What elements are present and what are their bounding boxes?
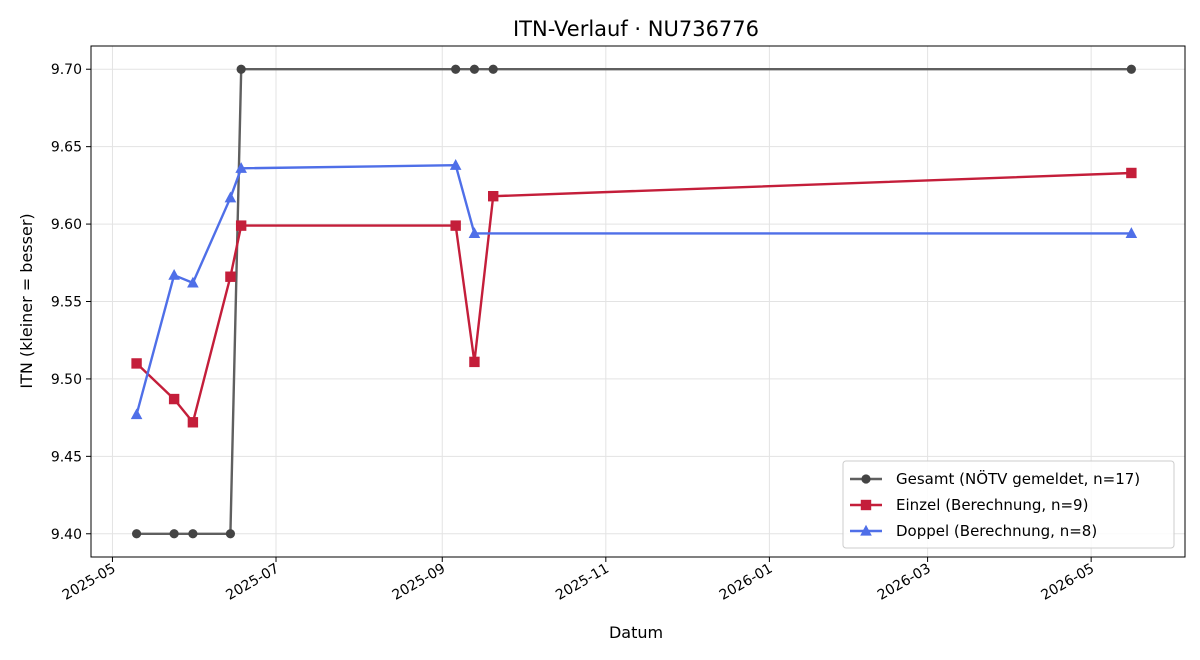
data-point: [168, 268, 180, 280]
data-point: [225, 529, 236, 539]
data-point: [168, 393, 180, 405]
legend-entry: Gesamt (NÖTV gemeldet, n=17): [850, 469, 1140, 488]
data-point: [169, 529, 179, 539]
data-point: [1125, 227, 1138, 238]
data-point: [224, 191, 237, 203]
x-tick-label: 2025-11: [553, 561, 612, 604]
data-point: [235, 220, 247, 231]
series-1: [131, 64, 1136, 539]
series-line: [135, 171, 1132, 424]
series-3: [130, 159, 1138, 420]
data-point: [468, 227, 481, 238]
data-point: [130, 408, 143, 420]
legend-label: Gesamt (NÖTV gemeldet, n=17): [896, 469, 1140, 488]
data-point: [1126, 64, 1136, 74]
legend-marker: [861, 474, 871, 484]
x-axis-label: Datum: [609, 623, 663, 642]
chart-title: ITN-Verlauf · NU736776: [513, 17, 759, 41]
data-point: [1126, 167, 1137, 179]
y-tick-label: 9.70: [51, 62, 82, 78]
data-point: [451, 64, 461, 74]
series-2: [131, 167, 1137, 428]
data-point: [187, 276, 199, 288]
data-point: [488, 64, 498, 74]
y-tick-label: 9.65: [51, 140, 82, 156]
legend-label: Einzel (Berechnung, n=9): [896, 496, 1088, 514]
data-point: [131, 358, 142, 369]
legend-marker: [860, 499, 872, 511]
data-point: [225, 271, 236, 282]
data-point: [469, 356, 480, 368]
data-point: [187, 417, 199, 428]
data-point: [235, 162, 247, 173]
y-tick-label: 9.50: [51, 372, 82, 388]
data-point: [488, 191, 499, 202]
series-layer: [130, 64, 1138, 539]
x-axis: 2025-05 2025-07 2025-09 2025-11 2026-01 2026-…: [60, 557, 1097, 604]
data-point: [450, 220, 461, 231]
x-tick-label: 2026-01: [717, 561, 776, 604]
x-tick-label: 2025-07: [223, 561, 282, 604]
data-point: [469, 64, 480, 74]
data-point: [131, 529, 142, 539]
x-tick-label: 2026-05: [1038, 561, 1097, 604]
x-tick-label: 2025-09: [390, 561, 449, 604]
data-point: [188, 529, 198, 539]
x-tick-label: 2025-05: [60, 561, 119, 604]
legend: Gesamt (NÖTV gemeldet, n=17) Einzel (Bere…: [842, 460, 1175, 549]
legend-box: [842, 460, 1175, 549]
x-tick-label: 2026-03: [875, 561, 934, 604]
y-tick-label: 9.40: [51, 527, 82, 543]
data-point: [236, 64, 246, 74]
y-tick-label: 9.45: [51, 449, 82, 465]
y-axis: 9.40 9.45 9.50 9.55 9.60 9.65 9.70: [51, 62, 91, 543]
y-axis-label: ITN (kleiner = besser): [17, 213, 36, 388]
data-point: [449, 159, 462, 170]
legend-label: Doppel (Berechnung, n=8): [896, 522, 1097, 540]
legend-entry: Doppel (Berechnung, n=8): [850, 522, 1097, 540]
legend-marker: [860, 524, 872, 536]
y-tick-label: 9.55: [51, 295, 82, 311]
legend-entry: Einzel (Berechnung, n=9): [850, 496, 1088, 514]
series-line: [135, 163, 1132, 415]
y-tick-label: 9.60: [51, 217, 82, 233]
